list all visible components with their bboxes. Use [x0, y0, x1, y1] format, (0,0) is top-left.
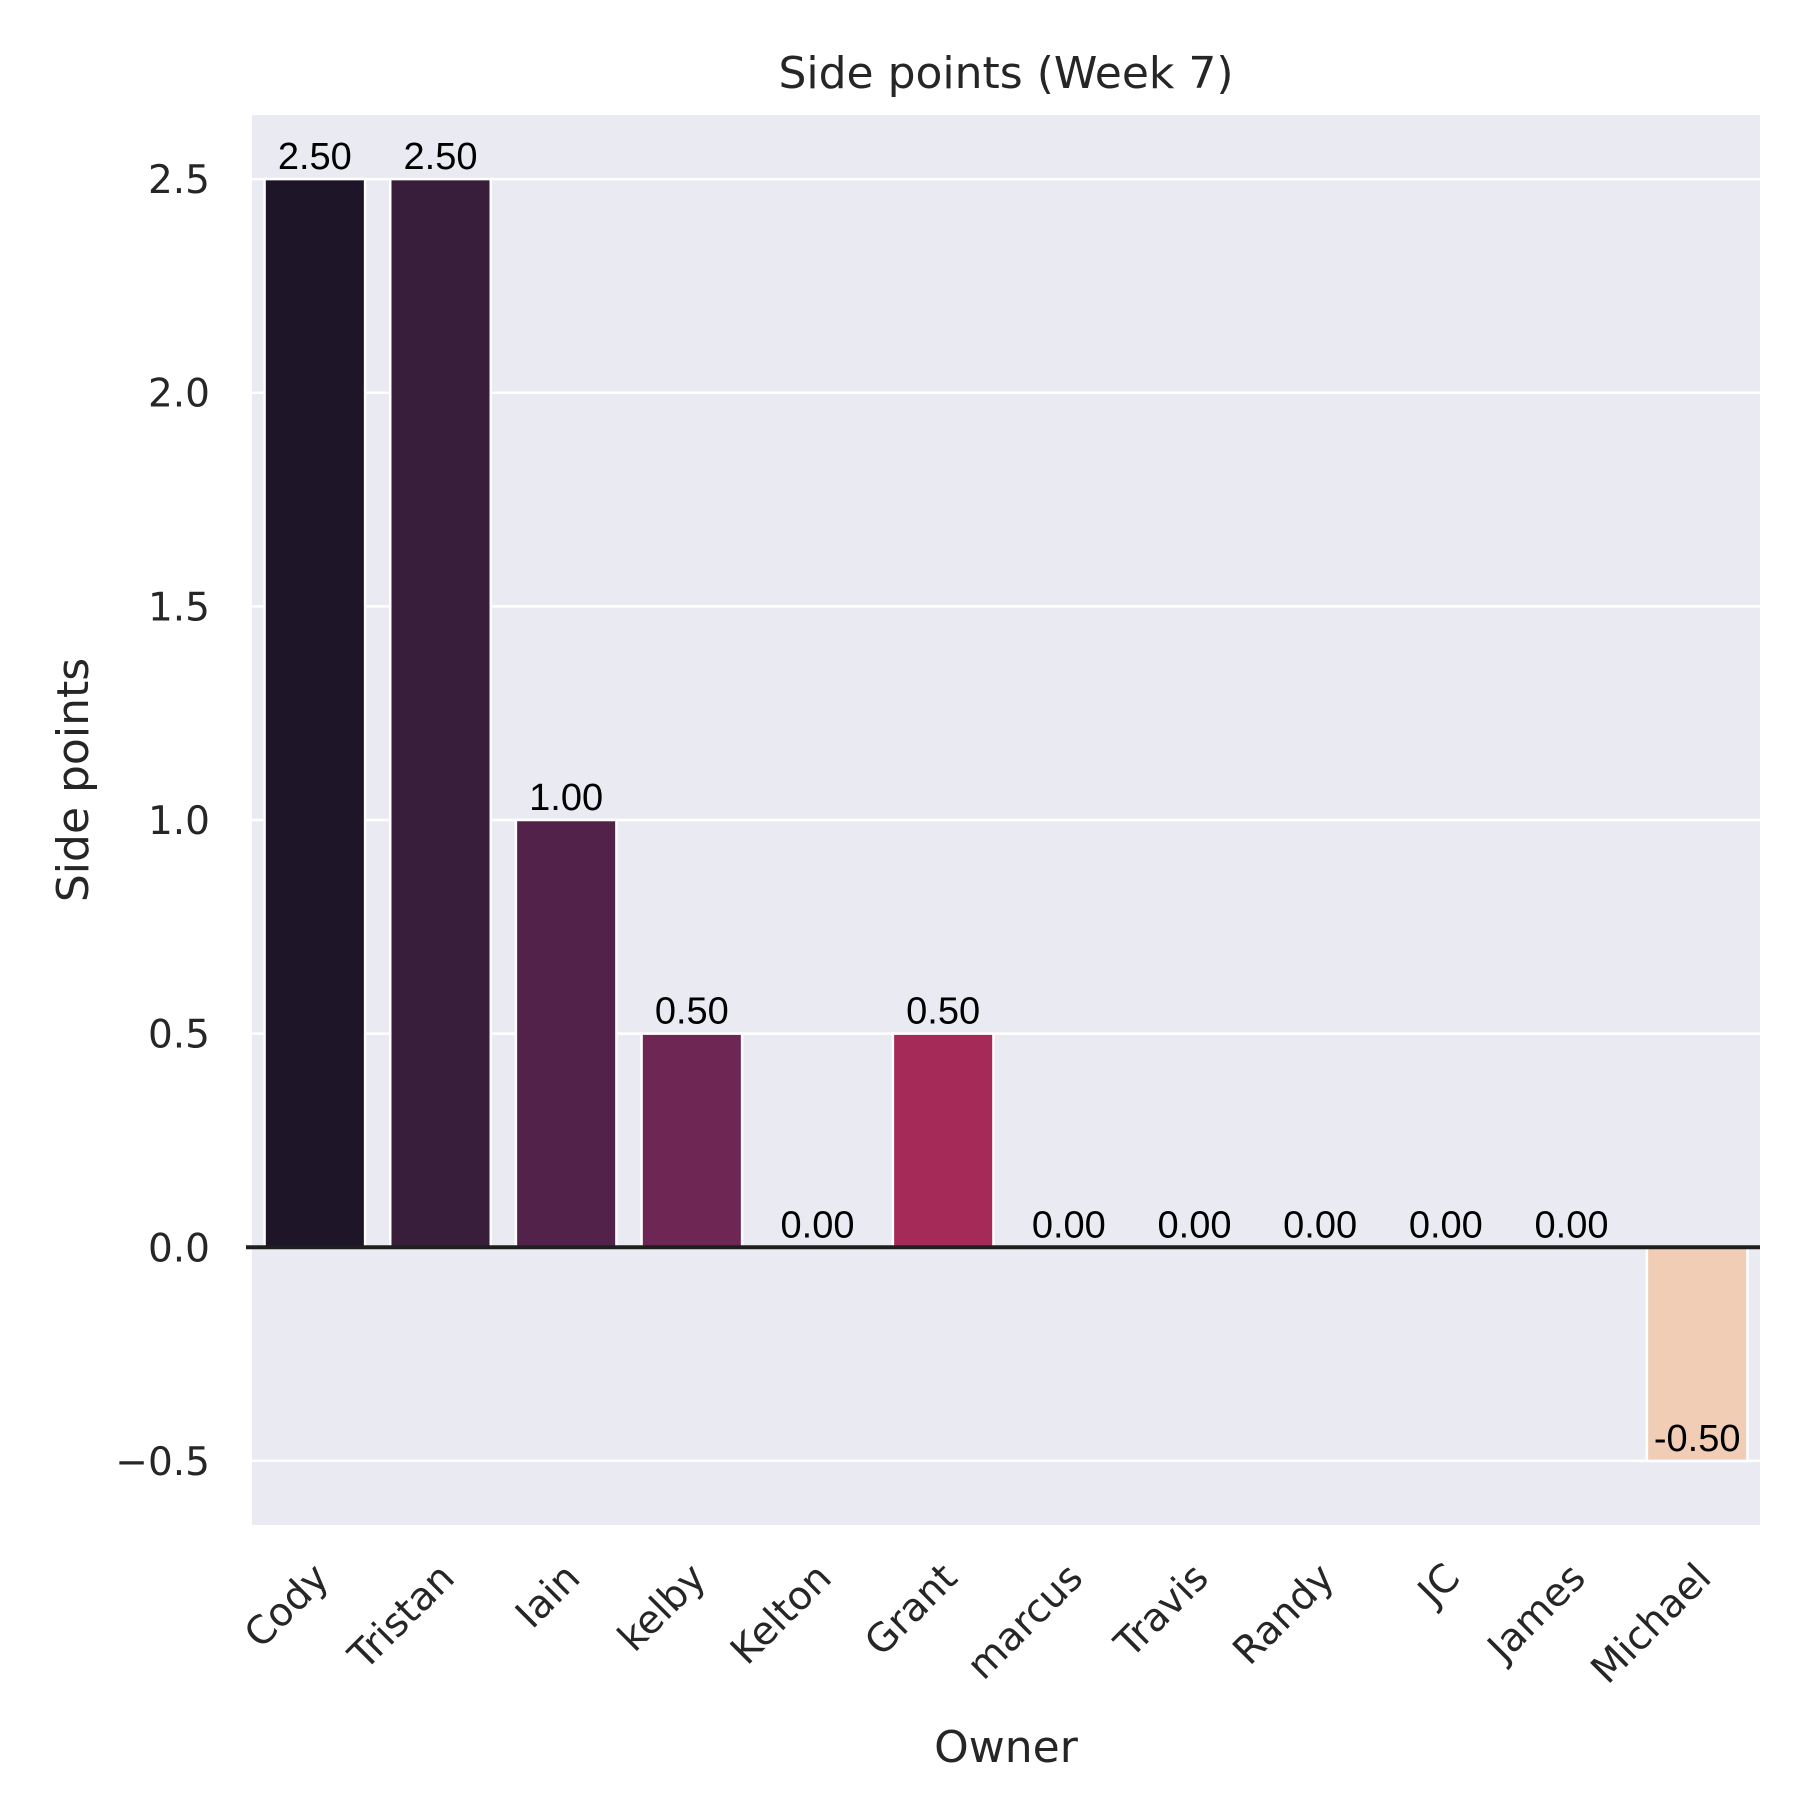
x-tick-label: Grant: [857, 1555, 967, 1665]
x-tick-label: Cody: [236, 1555, 338, 1657]
y-axis-label: Side points: [48, 658, 99, 902]
bar-cody: [263, 177, 367, 1249]
x-tick-label: Kelton: [722, 1555, 840, 1673]
y-tick-label: 1.0: [148, 799, 210, 844]
bar-iain: [514, 818, 618, 1249]
x-tick-label: JC: [1408, 1555, 1469, 1616]
bar-value-label: 1.00: [529, 777, 603, 819]
bar-value-labels: 2.50 2.50 1.00 0.50 0.00 0.50 0.00 0.00 0.00 0.00…: [278, 136, 1741, 1460]
bar-grant: [891, 1032, 995, 1249]
bar-value-label: 0.00: [1535, 1204, 1609, 1246]
bar-michael: [1645, 1246, 1749, 1463]
y-tick-label: −0.5: [115, 1440, 210, 1485]
x-tick-label: Tristan: [340, 1555, 464, 1679]
x-tick-label: James: [1477, 1555, 1594, 1672]
x-tick-label: Randy: [1225, 1555, 1344, 1674]
x-tick-label: marcus: [959, 1555, 1092, 1688]
bar-value-label: 0.00: [781, 1204, 855, 1246]
x-tick-label: Michael: [1583, 1555, 1720, 1692]
bar-value-label: 0.00: [1158, 1204, 1232, 1246]
bar-tristan: [388, 177, 493, 1249]
y-axis-ticks: −0.5 0.0 0.5 1.0 1.5 2.0 2.5: [115, 158, 210, 1485]
bar-value-label: 0.50: [906, 991, 980, 1033]
bar-value-label: 0.00: [1409, 1204, 1483, 1246]
bar-value-label: 2.50: [278, 136, 352, 178]
bar-value-label: 2.50: [404, 136, 478, 178]
bar-value-label: 0.00: [1283, 1204, 1357, 1246]
x-tick-label: Travis: [1106, 1555, 1218, 1667]
y-tick-label: 2.5: [148, 158, 210, 203]
x-tick-label: Iain: [507, 1555, 589, 1637]
bar-value-label: 0.00: [1032, 1204, 1106, 1246]
bar-kelby: [640, 1032, 744, 1249]
bar-value-label: 0.50: [655, 991, 729, 1033]
x-axis-label: Owner: [934, 1722, 1079, 1773]
chart-title: Side points (Week 7): [778, 48, 1233, 99]
x-tick-label: kelby: [610, 1555, 715, 1660]
y-tick-label: 2.0: [148, 372, 210, 417]
y-tick-label: 0.5: [148, 1013, 210, 1058]
bar-value-label: -0.50: [1654, 1418, 1741, 1460]
y-tick-label: 1.5: [148, 585, 210, 630]
y-tick-label: 0.0: [148, 1226, 210, 1271]
